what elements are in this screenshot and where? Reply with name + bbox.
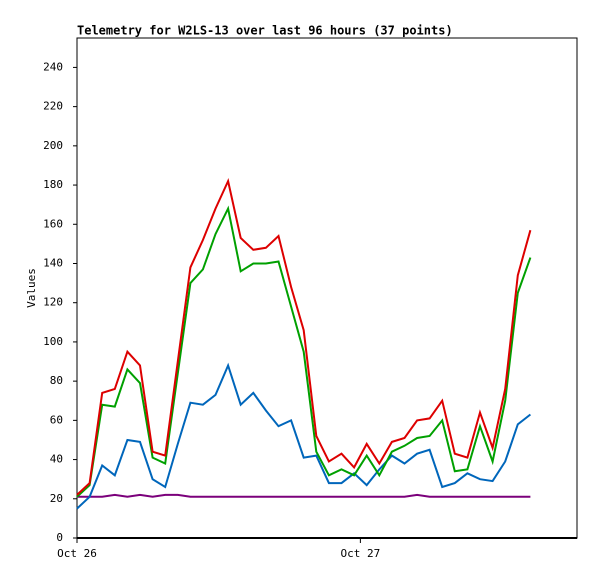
- y-tick-label: 80: [50, 374, 63, 387]
- y-tick-label: 20: [50, 492, 63, 505]
- y-tick-label: 220: [43, 100, 63, 113]
- series-line: [77, 493, 531, 498]
- x-tick-label: Oct 27: [341, 547, 381, 560]
- x-tick-label: Oct 26: [57, 547, 97, 560]
- y-tick-label: 120: [43, 296, 63, 309]
- y-tick-label: 240: [43, 60, 63, 73]
- series-line: [76, 177, 532, 496]
- y-tick-label: 180: [43, 178, 63, 191]
- y-tick-label: 0: [56, 531, 63, 544]
- y-tick-label: 40: [50, 453, 63, 466]
- y-tick-label: 160: [43, 217, 63, 230]
- chart-title: Telemetry for W2LS-13 over last 96 hours…: [77, 24, 453, 38]
- y-tick-label: 60: [50, 413, 63, 426]
- plot-frame: [76, 37, 578, 539]
- y-axis-label: Values: [25, 268, 38, 308]
- y-tick-label: 100: [43, 335, 63, 348]
- y-tick-label: 140: [43, 256, 63, 269]
- series-line: [76, 362, 532, 510]
- series-line: [76, 205, 532, 498]
- y-tick-label: 200: [43, 139, 63, 152]
